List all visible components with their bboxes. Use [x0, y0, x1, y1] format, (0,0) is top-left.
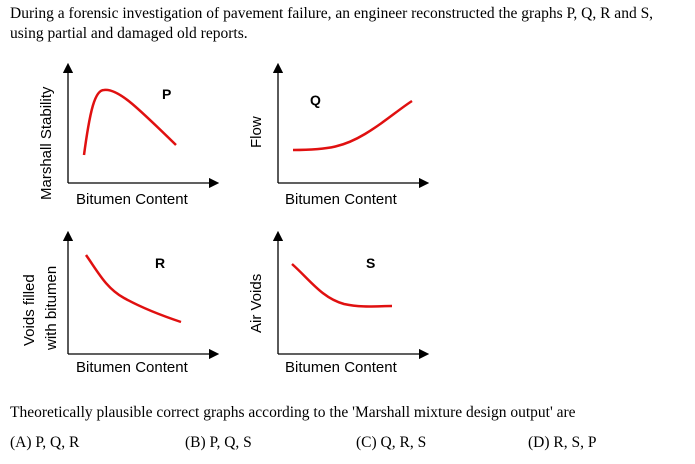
prompt-text: Theoretically plausible correct graphs a… [10, 404, 576, 421]
graph-p-label: P [162, 86, 172, 102]
graph-r-label: R [155, 255, 166, 271]
graph-s-y-label: Air Voids [248, 273, 265, 333]
graph-r-x-label: Bitumen Content [76, 359, 188, 376]
graph-s-label: S [366, 255, 376, 271]
graph-p-x-label: Bitumen Content [76, 191, 188, 208]
option-d[interactable]: (D) R, S, P [528, 434, 597, 451]
graph-q-curve [292, 99, 413, 152]
graph-p-curve [82, 88, 177, 156]
graph-q-x-label: Bitumen Content [285, 191, 397, 208]
graph-q-label: Q [310, 92, 321, 108]
graph-r-curve [84, 254, 182, 324]
question-text: During a forensic investigation of pavem… [10, 5, 654, 42]
option-a[interactable]: (A) P, Q, R [10, 434, 80, 451]
graph-s-curve [291, 263, 393, 308]
option-c[interactable]: (C) Q, R, S [356, 434, 427, 451]
graph-s-x-label: Bitumen Content [285, 359, 397, 376]
option-b[interactable]: (B) P, Q, S [185, 434, 252, 451]
